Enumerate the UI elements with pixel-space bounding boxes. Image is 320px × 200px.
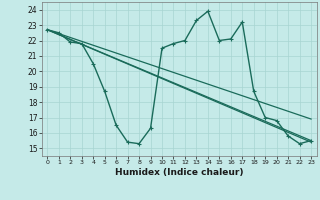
X-axis label: Humidex (Indice chaleur): Humidex (Indice chaleur) (115, 168, 244, 177)
